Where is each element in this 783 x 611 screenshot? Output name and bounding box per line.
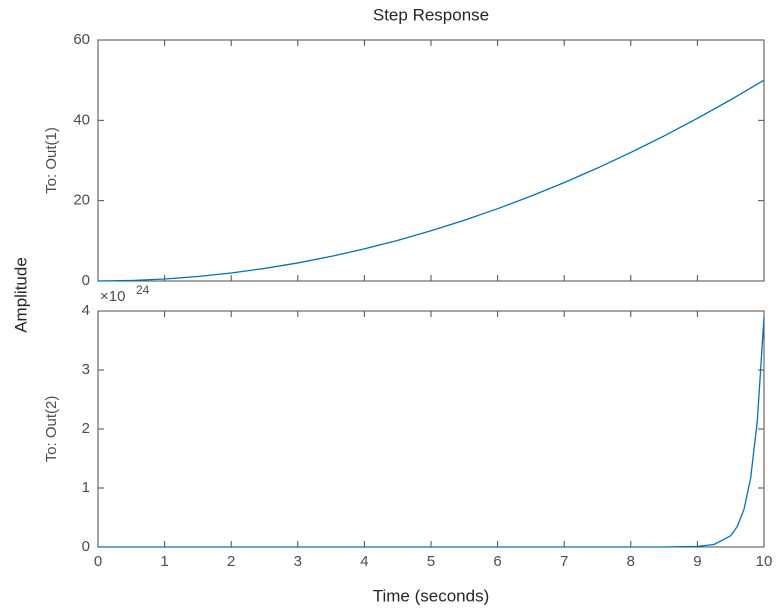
y-tick-label: 0 (82, 272, 90, 289)
plot-frame (97, 310, 765, 548)
line-series (98, 316, 765, 548)
x-axis-label: Time (seconds) (373, 586, 490, 605)
subplot-y-label: To: Out(1) (43, 127, 60, 194)
y-tick-label: 60 (73, 31, 90, 48)
x-tick-label: 5 (427, 553, 435, 570)
x-tick-label: 9 (693, 553, 701, 570)
y-tick-label: 0 (82, 538, 90, 555)
x-tick-label: 7 (560, 553, 568, 570)
x-tick-label: 6 (493, 553, 501, 570)
x-tick-label: 10 (756, 553, 773, 570)
plot-frame (97, 39, 765, 282)
x-tick-label: 0 (94, 553, 102, 570)
exponent-base: ×10 (100, 288, 125, 305)
y-tick-label: 1 (82, 479, 90, 496)
y-tick-label: 4 (82, 302, 90, 319)
line-series (97, 79, 765, 282)
subplot-y-label: To: Out(2) (43, 396, 60, 463)
y-tick-label: 40 (73, 111, 90, 128)
exponent: 24 (136, 283, 150, 297)
chart-title: Step Response (373, 5, 489, 24)
x-tick-label: 1 (160, 553, 168, 570)
x-tick-label: 3 (294, 553, 302, 570)
x-tick-label: 2 (227, 553, 235, 570)
y-axis-label: Amplitude (11, 257, 30, 333)
y-tick-label: 20 (73, 192, 90, 209)
x-tick-label: 8 (627, 553, 635, 570)
y-tick-label: 3 (82, 361, 90, 378)
x-tick-label: 4 (360, 553, 368, 570)
y-tick-label: 2 (82, 420, 90, 437)
